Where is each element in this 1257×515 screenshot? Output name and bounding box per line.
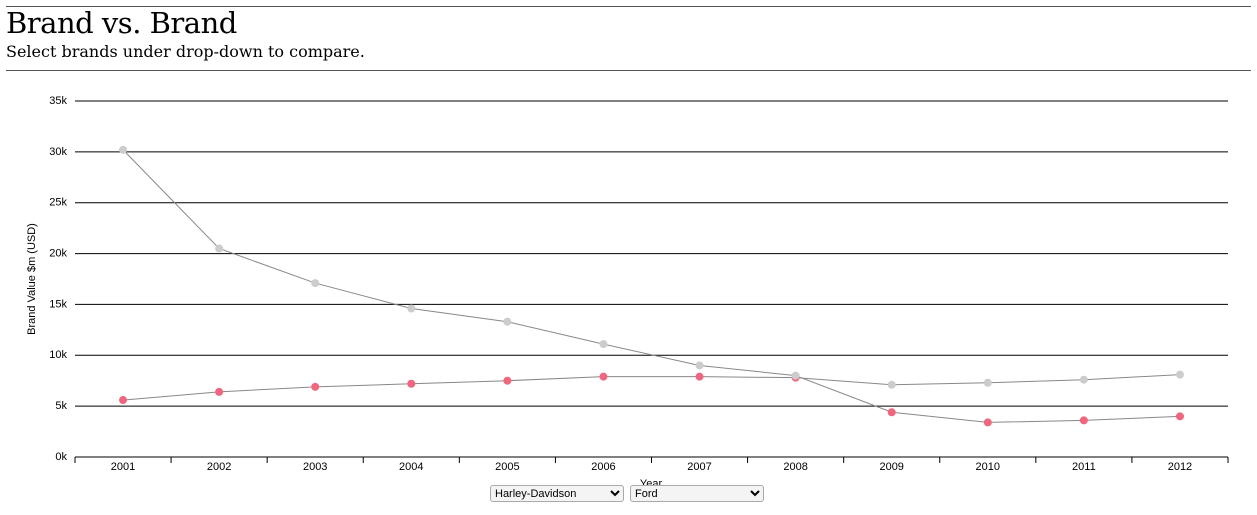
data-point	[407, 379, 416, 388]
data-point	[1175, 370, 1184, 379]
data-point	[1175, 412, 1184, 421]
data-point	[887, 380, 896, 389]
data-point	[887, 408, 896, 417]
data-point	[311, 279, 320, 288]
x-tick-label: 2004	[399, 461, 423, 473]
series-line	[122, 149, 1180, 423]
data-point	[599, 340, 608, 349]
y-axis-label: Brand Value $m (USD)	[26, 223, 38, 335]
y-tick-label: 5k	[55, 400, 67, 412]
y-tick-label: 0k	[55, 451, 67, 463]
brand-select-1[interactable]: Harley-Davidson	[490, 485, 624, 502]
header-rule	[6, 70, 1251, 71]
brand-select-2[interactable]: Ford	[630, 485, 764, 502]
data-point	[503, 376, 512, 385]
page-title: Brand vs. Brand	[6, 6, 237, 40]
data-point	[119, 145, 128, 154]
data-point	[983, 378, 992, 387]
data-point	[695, 361, 704, 370]
x-tick-label: 2012	[1168, 461, 1192, 473]
x-tick-label: 2001	[111, 461, 135, 473]
y-tick-label: 10k	[49, 349, 67, 361]
y-tick-label: 30k	[49, 146, 67, 158]
x-tick-label: 2007	[687, 461, 711, 473]
y-tick-label: 15k	[49, 298, 67, 310]
data-point	[119, 396, 128, 405]
data-point	[503, 317, 512, 326]
data-point	[695, 372, 704, 381]
data-point	[215, 387, 224, 396]
page-subtitle: Select brands under drop-down to compare…	[6, 42, 365, 61]
x-tick-label: 2006	[591, 461, 615, 473]
data-point	[599, 372, 608, 381]
x-tick-label: 2005	[495, 461, 519, 473]
x-tick-label: 2003	[303, 461, 327, 473]
series-line	[122, 374, 1180, 401]
x-tick-label: 2002	[207, 461, 231, 473]
data-point	[1079, 416, 1088, 425]
data-point	[983, 418, 992, 427]
data-point	[1079, 375, 1088, 384]
x-tick-label: 2008	[783, 461, 807, 473]
data-point	[407, 304, 416, 313]
y-tick-label: 20k	[49, 247, 67, 259]
x-tick-label: 2011	[1072, 461, 1096, 473]
data-point	[791, 371, 800, 380]
top-rule	[6, 6, 1251, 7]
y-tick-label: 25k	[49, 197, 67, 209]
data-point	[311, 382, 320, 391]
x-tick-label: 2010	[976, 461, 1000, 473]
y-tick-label: 35k	[49, 95, 67, 107]
x-tick-label: 2009	[879, 461, 903, 473]
data-point	[215, 244, 224, 253]
